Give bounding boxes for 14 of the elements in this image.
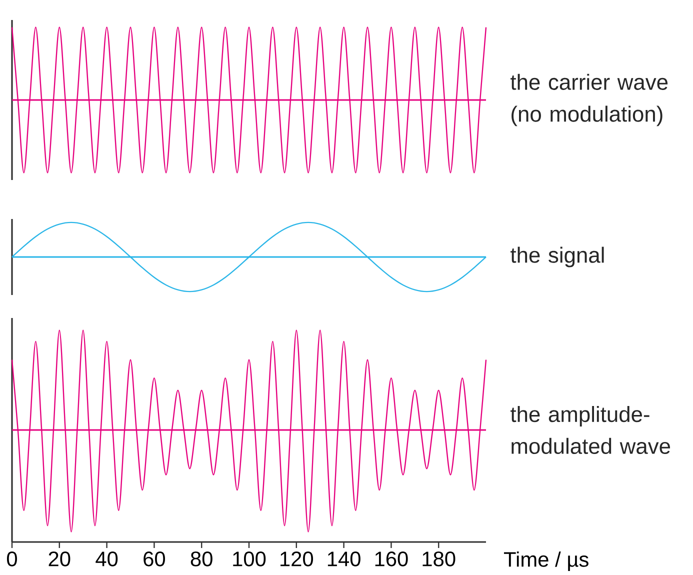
x-axis-title: Time / µs <box>504 552 588 572</box>
series-label: the carrier wave (no modulation) <box>510 74 668 126</box>
x-tick-label: 0 <box>6 552 17 566</box>
x-tick-label: 120 <box>280 552 314 566</box>
x-tick-label: 100 <box>233 552 266 566</box>
x-tick-label: 80 <box>190 552 212 566</box>
series-label: the signal <box>510 246 604 268</box>
series-label: the amplitude-modulated wave <box>510 406 670 454</box>
x-tick-label: 20 <box>48 552 70 566</box>
x-tick-label: 60 <box>144 552 166 566</box>
x-tick-label: 180 <box>422 552 456 566</box>
x-tick-label: 160 <box>375 552 408 566</box>
x-tick-label: 140 <box>328 552 360 566</box>
x-tick-label: 40 <box>96 552 118 566</box>
